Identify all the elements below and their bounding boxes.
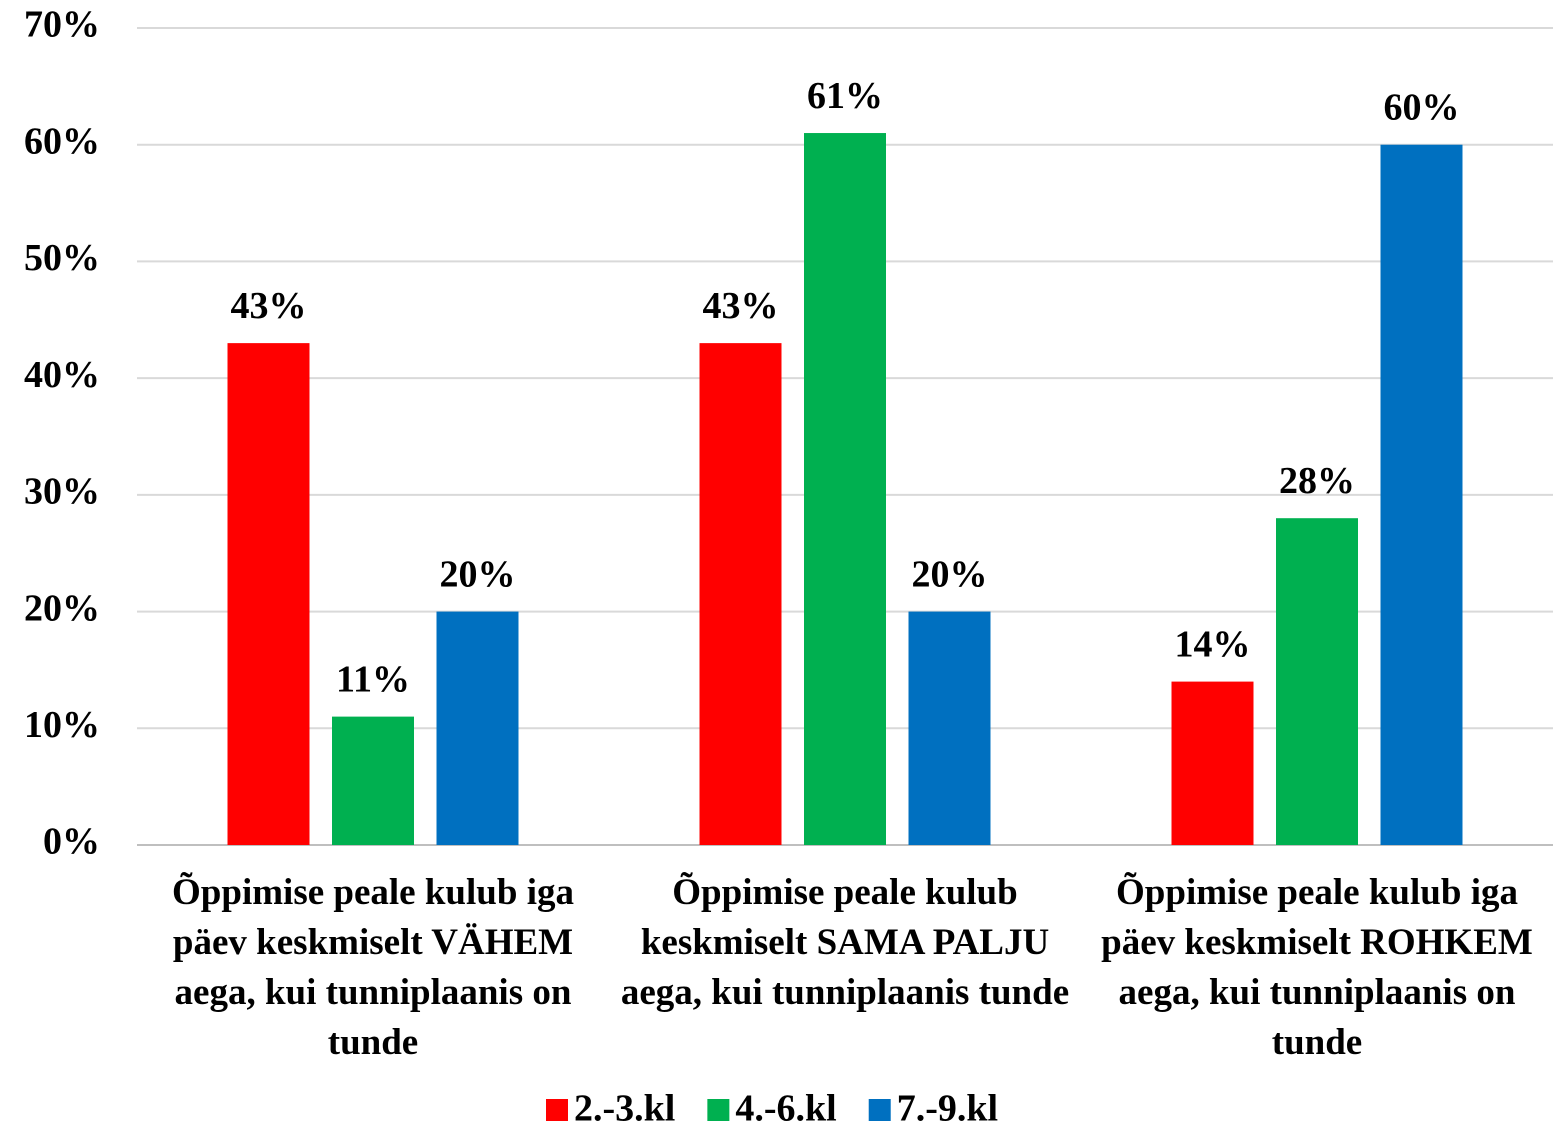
bar [227, 343, 310, 845]
bar [1276, 518, 1358, 845]
data-label: 43% [703, 285, 779, 327]
bar [908, 611, 991, 845]
y-tick-label: 0% [43, 821, 100, 863]
legend-swatch [546, 1099, 568, 1121]
legend-swatch [868, 1099, 891, 1121]
data-label: 28% [1279, 460, 1355, 502]
data-label: 11% [336, 658, 410, 700]
x-tick-label: Õppimise peale kulub keskmiselt SAMA PAL… [620, 872, 1070, 1013]
data-label: 60% [1384, 86, 1460, 128]
y-tick-label: 60% [24, 120, 100, 162]
y-tick-label: 10% [24, 704, 100, 746]
y-tick-label: 50% [24, 237, 100, 279]
bar [804, 133, 886, 846]
bar [1171, 681, 1254, 845]
y-tick-label: 70% [24, 4, 100, 46]
legend-label: 2.-3.kl [574, 1088, 675, 1130]
y-tick-label: 40% [24, 354, 100, 396]
legend-label: 7.-9.kl [897, 1088, 998, 1130]
bar [1380, 144, 1463, 845]
bar [436, 611, 519, 845]
bar [699, 343, 782, 845]
y-tick-label: 30% [24, 471, 100, 513]
x-tick-label: Õppimise peale kulub iga päev keskmiselt… [1101, 872, 1533, 1063]
x-tick-label: Õppimise peale kulub iga päev keskmiselt… [172, 872, 574, 1063]
legend-label: 4.-6.kl [735, 1088, 836, 1130]
data-label: 43% [231, 285, 307, 327]
data-label: 61% [807, 75, 883, 117]
data-label: 14% [1175, 623, 1251, 665]
bar [332, 716, 414, 845]
y-tick-label: 20% [24, 587, 100, 629]
data-label: 20% [912, 553, 988, 595]
data-label: 20% [440, 553, 516, 595]
legend-swatch [707, 1099, 730, 1121]
